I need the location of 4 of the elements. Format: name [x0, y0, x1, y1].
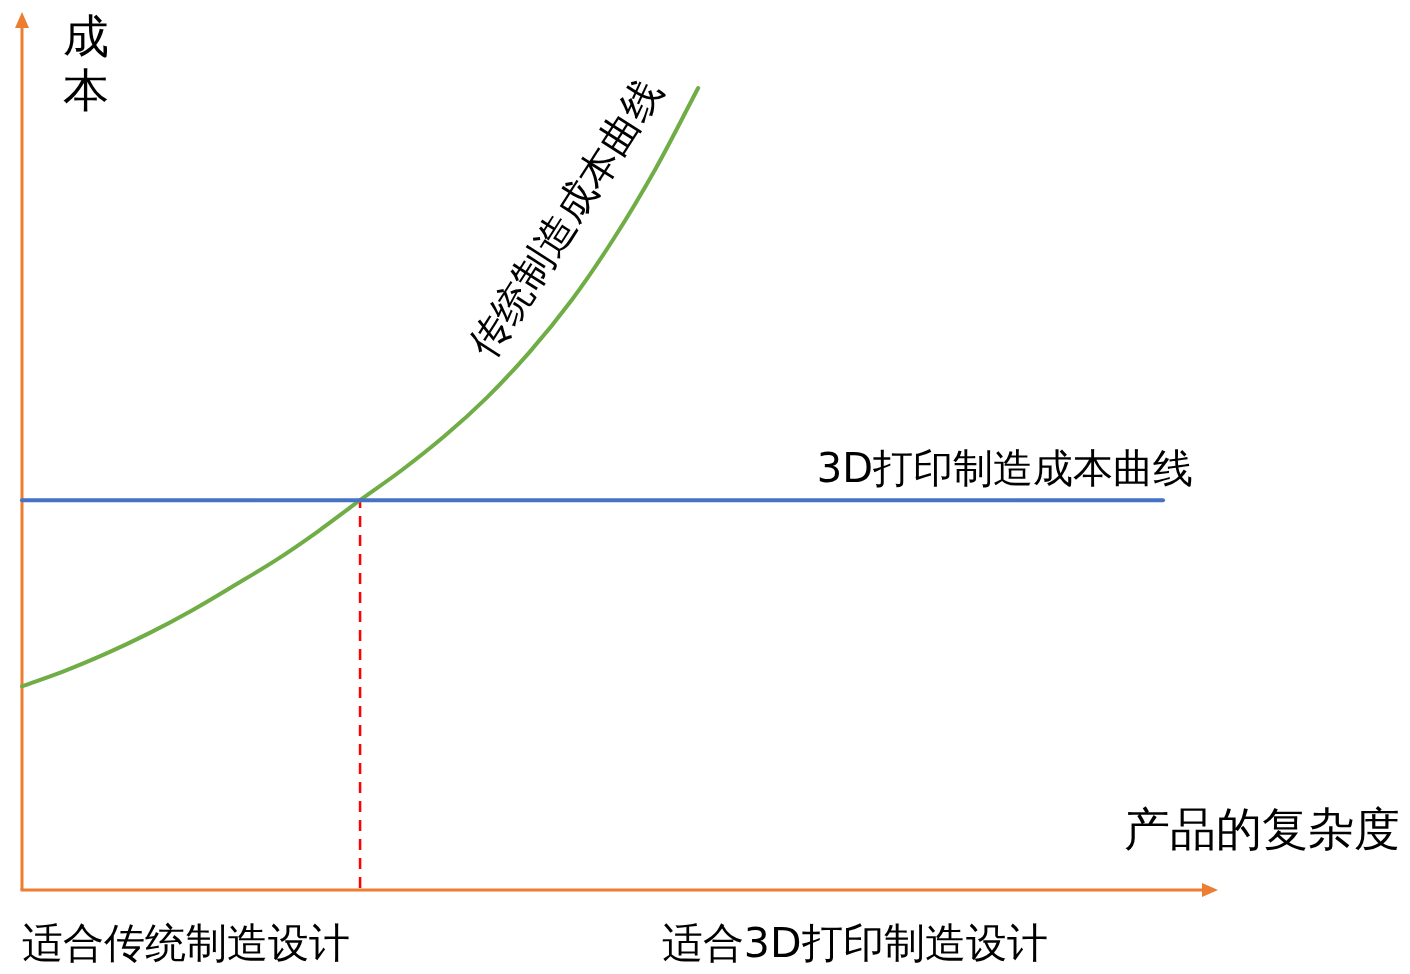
annotation: 适合3D打印制造设计 — [661, 919, 1048, 967]
xlabel: 产品的复杂度 — [1124, 802, 1400, 856]
ylabel: 成本 — [63, 9, 109, 117]
annotation: 适合传统制造设计 — [22, 919, 350, 967]
